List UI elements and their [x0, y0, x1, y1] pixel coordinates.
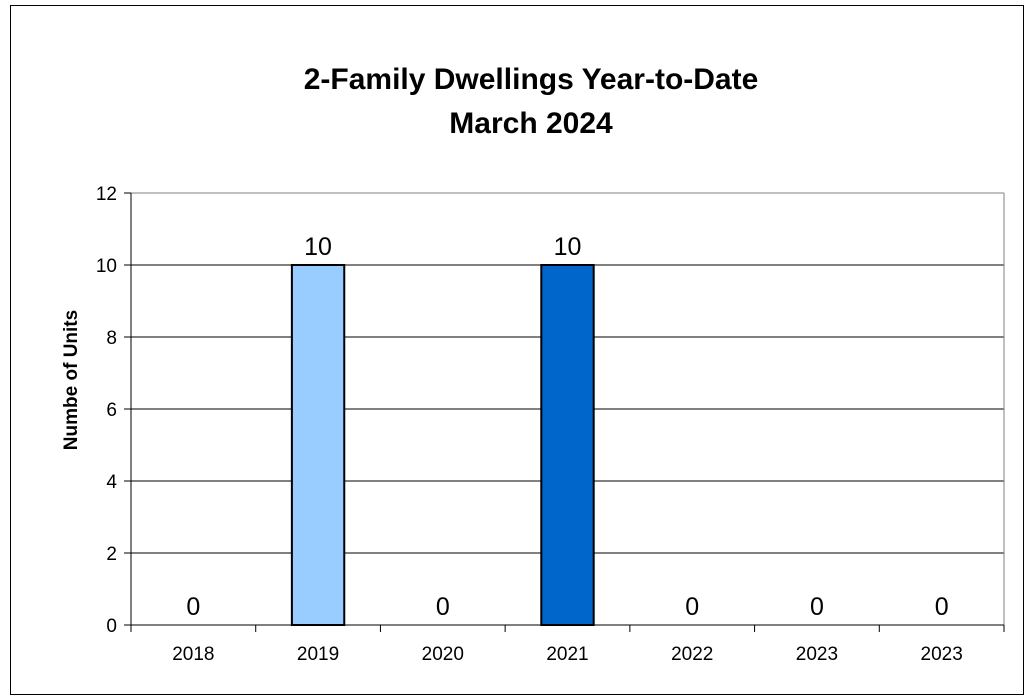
data-label: 0 — [935, 593, 949, 621]
y-tick-label: 0 — [106, 616, 117, 637]
y-tick-label: 12 — [96, 184, 117, 205]
data-label: 10 — [304, 233, 332, 261]
x-tick-label: 2018 — [172, 644, 214, 665]
data-label: 0 — [436, 593, 450, 621]
bar — [540, 264, 595, 626]
data-label: 0 — [685, 593, 699, 621]
x-tick-label: 2022 — [671, 644, 713, 665]
data-label: 10 — [554, 233, 582, 261]
y-tick-label: 2 — [106, 544, 117, 565]
x-tick-label: 2020 — [422, 644, 464, 665]
plot-area: 0 2 4 6 8 10 12 0 2018 10 2019 0 2020 10 2021 0 2022 0 202… — [96, 184, 1005, 665]
data-label: 0 — [186, 593, 200, 621]
y-tick-label: 8 — [106, 328, 117, 349]
x-tick-label: 2019 — [297, 644, 339, 665]
y-axis-label: Numbe of Units — [61, 310, 82, 450]
x-tick-label: 2021 — [546, 644, 588, 665]
x-tick-label: 2023 — [796, 644, 838, 665]
y-tick-label: 10 — [96, 256, 117, 277]
data-label: 0 — [810, 593, 824, 621]
chart-title: 2-Family Dwellings Year-to-Date — [304, 63, 759, 96]
chart-subtitle: March 2024 — [449, 107, 613, 140]
y-tick-label: 6 — [106, 400, 117, 421]
x-tick-label: 2023 — [921, 644, 963, 665]
y-tick-label: 4 — [106, 472, 117, 493]
bar — [290, 264, 346, 626]
